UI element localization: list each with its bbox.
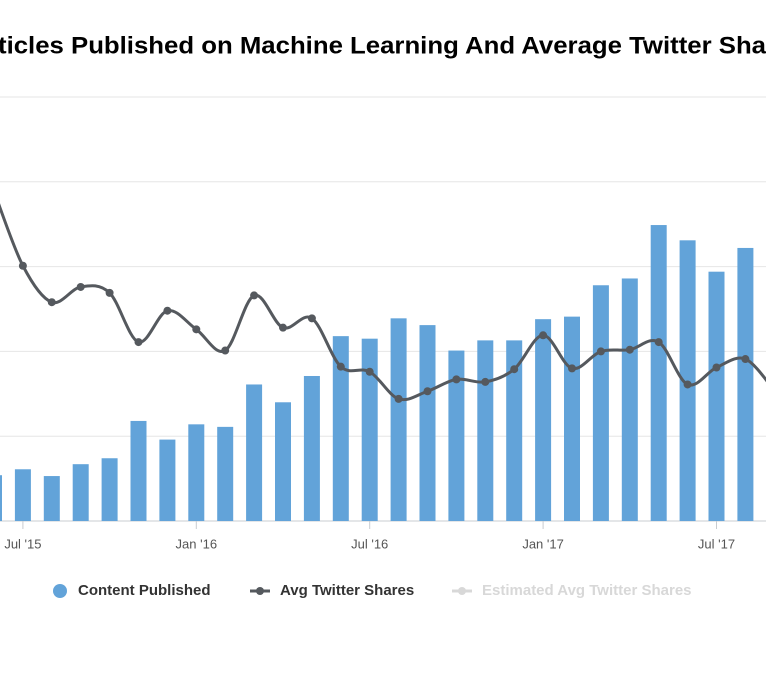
line-marker bbox=[596, 347, 605, 356]
bar bbox=[708, 271, 725, 521]
line-marker bbox=[105, 288, 114, 297]
legend-swatch bbox=[53, 584, 67, 598]
bar bbox=[275, 402, 291, 521]
legend-item: Estimated Avg Twitter Shares bbox=[452, 582, 692, 599]
bar bbox=[621, 278, 638, 521]
line-marker bbox=[192, 325, 201, 334]
line-marker bbox=[134, 338, 143, 347]
legend-label: Estimated Avg Twitter Shares bbox=[482, 582, 692, 599]
bar bbox=[14, 469, 31, 521]
chart-title: ticles Published on Machine Learning And… bbox=[0, 32, 766, 59]
line-marker bbox=[741, 355, 750, 364]
x-tick-label: Jul '17 bbox=[698, 536, 735, 551]
bar bbox=[332, 336, 349, 521]
bar bbox=[246, 384, 263, 521]
legend-item: Content Published bbox=[53, 582, 211, 599]
legend-label: Avg Twitter Shares bbox=[280, 582, 414, 599]
line-marker bbox=[221, 346, 230, 355]
bar bbox=[159, 439, 176, 521]
bar bbox=[564, 316, 580, 521]
line-marker bbox=[452, 375, 461, 384]
bar bbox=[477, 340, 494, 521]
line-marker bbox=[568, 364, 576, 373]
line-marker bbox=[625, 345, 634, 354]
bar bbox=[361, 338, 378, 521]
line-marker bbox=[510, 365, 519, 374]
bar bbox=[130, 420, 147, 521]
bar bbox=[0, 475, 2, 521]
line-marker bbox=[481, 377, 490, 386]
line-marker bbox=[76, 282, 85, 291]
x-tick-label: Jan '16 bbox=[176, 536, 218, 551]
line-marker bbox=[394, 394, 403, 403]
line-marker bbox=[683, 380, 692, 389]
legend-label: Content Published bbox=[78, 582, 211, 599]
line bbox=[0, 203, 766, 402]
legend-swatch bbox=[458, 587, 466, 595]
line-marker bbox=[423, 387, 432, 396]
bar bbox=[650, 225, 667, 521]
bar bbox=[419, 325, 436, 521]
line-marker bbox=[163, 306, 172, 315]
line-marker bbox=[654, 338, 663, 347]
bar bbox=[188, 424, 205, 521]
line-marker bbox=[307, 314, 316, 323]
line-marker bbox=[365, 367, 374, 376]
line-marker bbox=[18, 261, 27, 270]
x-tick-label: Jul '16 bbox=[351, 536, 388, 551]
bar bbox=[43, 476, 60, 521]
bar bbox=[217, 426, 234, 521]
bar bbox=[72, 464, 89, 521]
x-tick-label: Jan '17 bbox=[522, 536, 564, 551]
legend-item: Avg Twitter Shares bbox=[250, 582, 414, 599]
bar bbox=[390, 318, 407, 521]
bar bbox=[448, 350, 465, 521]
bar bbox=[535, 319, 552, 521]
x-tick-label: Jul '15 bbox=[4, 536, 41, 551]
line-marker bbox=[250, 291, 259, 300]
bar bbox=[303, 375, 320, 521]
line-marker bbox=[279, 323, 287, 332]
bar bbox=[101, 458, 118, 521]
bar bbox=[737, 247, 754, 521]
line-marker bbox=[336, 362, 345, 371]
line-marker bbox=[712, 363, 721, 372]
line-marker bbox=[47, 298, 56, 307]
legend-swatch bbox=[256, 587, 264, 595]
bar bbox=[506, 340, 523, 521]
bar bbox=[592, 285, 609, 521]
line-marker bbox=[539, 331, 548, 340]
